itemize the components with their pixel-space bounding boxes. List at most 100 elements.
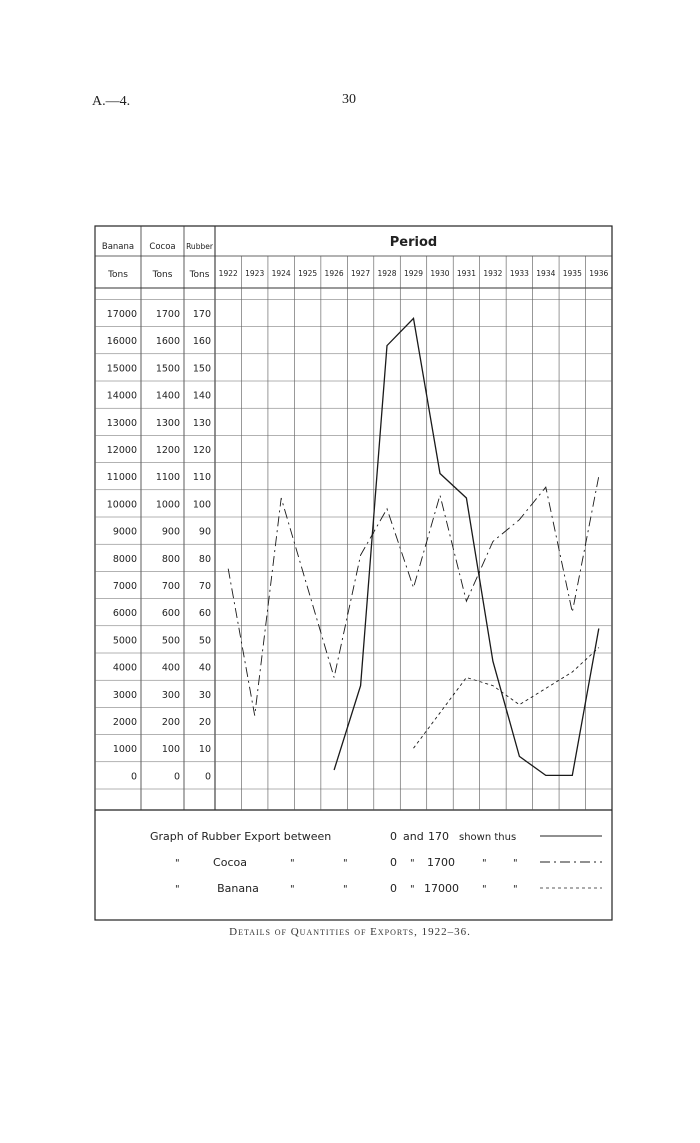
legend-rubber-and: and [403, 830, 424, 843]
axis-name-rubber: Rubber [186, 242, 214, 251]
legend-ditto: " [410, 858, 415, 869]
year-label: 1929 [404, 269, 423, 278]
page-reference: A.—4. [92, 94, 131, 109]
tick-label: 100 [193, 499, 211, 510]
tick-label: 12000 [107, 445, 137, 456]
axis-name-cocoa: Cocoa [149, 242, 175, 252]
year-label: 1922 [219, 269, 238, 278]
tick-label: 2000 [113, 717, 137, 728]
year-label: 1931 [457, 269, 476, 278]
legend-ditto: " [513, 858, 518, 869]
tick-label: 100 [162, 744, 180, 755]
tick-label: 200 [162, 717, 180, 728]
chart-frame [94, 225, 613, 921]
legend-ditto: " [290, 884, 295, 895]
legend-ditto: " [175, 858, 180, 869]
series-line-banana [413, 647, 600, 749]
tick-label: 14000 [107, 391, 137, 402]
legend-ditto: " [290, 858, 295, 869]
tick-label: 70 [199, 581, 211, 592]
tick-label: 1200 [156, 445, 180, 456]
tick-label: 1400 [156, 391, 180, 402]
year-label: 1927 [351, 269, 370, 278]
legend-banana-name: Banana [217, 882, 259, 895]
legend-rubber-tail: shown thus [459, 832, 516, 843]
tick-label: 6000 [113, 608, 137, 619]
figure-caption: Details of Quantities of Exports, 1922–3… [229, 926, 471, 938]
series-line-rubber [333, 317, 600, 777]
tick-label: 130 [193, 418, 211, 429]
year-label: 1936 [589, 269, 608, 278]
legend-ditto: " [482, 884, 487, 895]
tick-label: 13000 [107, 418, 137, 429]
tick-label: 11000 [107, 472, 137, 483]
tick-label: 10000 [107, 499, 137, 510]
axis-labels: BananaTons170001600015000140001300012000… [102, 242, 609, 782]
tick-label: 50 [199, 635, 211, 646]
legend-cocoa-name: Cocoa [213, 856, 247, 869]
year-label: 1935 [563, 269, 582, 278]
tick-label: 0 [205, 771, 211, 782]
tick-label: 160 [193, 336, 211, 347]
tick-label: 40 [199, 663, 211, 674]
tick-label: 600 [162, 608, 180, 619]
year-label: 1925 [298, 269, 317, 278]
tick-label: 900 [162, 527, 180, 538]
axis-name-banana: Banana [102, 242, 134, 252]
tick-label: 8000 [113, 554, 137, 565]
tick-label: 1000 [156, 499, 180, 510]
tick-label: 4000 [113, 663, 137, 674]
chart-grid [94, 225, 613, 921]
tick-label: 0 [174, 771, 180, 782]
year-label: 1933 [510, 269, 529, 278]
page-number: 30 [342, 92, 356, 107]
period-header: Period [390, 235, 437, 250]
year-label: 1923 [245, 269, 264, 278]
series-line-cocoa [227, 476, 600, 716]
tick-label: 1600 [156, 336, 180, 347]
legend: Graph of Rubber Export between 0 and 170 sho… [150, 830, 602, 895]
tick-label: 700 [162, 581, 180, 592]
tick-label: 17000 [107, 309, 137, 320]
axis-unit-rubber: Tons [189, 270, 210, 280]
tick-label: 170 [193, 309, 211, 320]
tick-label: 1000 [113, 744, 137, 755]
tick-label: 3000 [113, 690, 137, 701]
legend-cocoa-to: 1700 [427, 856, 455, 869]
axis-unit-banana: Tons [107, 270, 128, 280]
tick-label: 800 [162, 554, 180, 565]
tick-label: 1100 [156, 472, 180, 483]
year-label: 1930 [430, 269, 449, 278]
tick-label: 120 [193, 445, 211, 456]
legend-banana-from: 0 [390, 882, 397, 895]
tick-label: 16000 [107, 336, 137, 347]
legend-ditto: " [175, 884, 180, 895]
tick-label: 60 [199, 608, 211, 619]
tick-label: 10 [199, 744, 211, 755]
tick-label: 1700 [156, 309, 180, 320]
tick-label: 7000 [113, 581, 137, 592]
tick-label: 150 [193, 363, 211, 374]
tick-label: 5000 [113, 635, 137, 646]
tick-label: 90 [199, 527, 211, 538]
tick-label: 300 [162, 690, 180, 701]
year-label: 1928 [377, 269, 396, 278]
legend-cocoa-from: 0 [390, 856, 397, 869]
legend-banana-to: 17000 [424, 882, 459, 895]
tick-label: 9000 [113, 527, 137, 538]
legend-ditto: " [410, 884, 415, 895]
series-lines [227, 317, 600, 777]
tick-label: 1500 [156, 363, 180, 374]
year-label: 1932 [483, 269, 502, 278]
axis-unit-cocoa: Tons [152, 270, 173, 280]
tick-label: 500 [162, 635, 180, 646]
year-label: 1934 [536, 269, 555, 278]
tick-label: 110 [193, 472, 211, 483]
tick-label: 400 [162, 663, 180, 674]
legend-rubber-text: Graph of Rubber Export between [150, 830, 331, 843]
legend-ditto: " [513, 884, 518, 895]
tick-label: 0 [131, 771, 137, 782]
tick-label: 1300 [156, 418, 180, 429]
tick-label: 30 [199, 690, 211, 701]
tick-label: 20 [199, 717, 211, 728]
